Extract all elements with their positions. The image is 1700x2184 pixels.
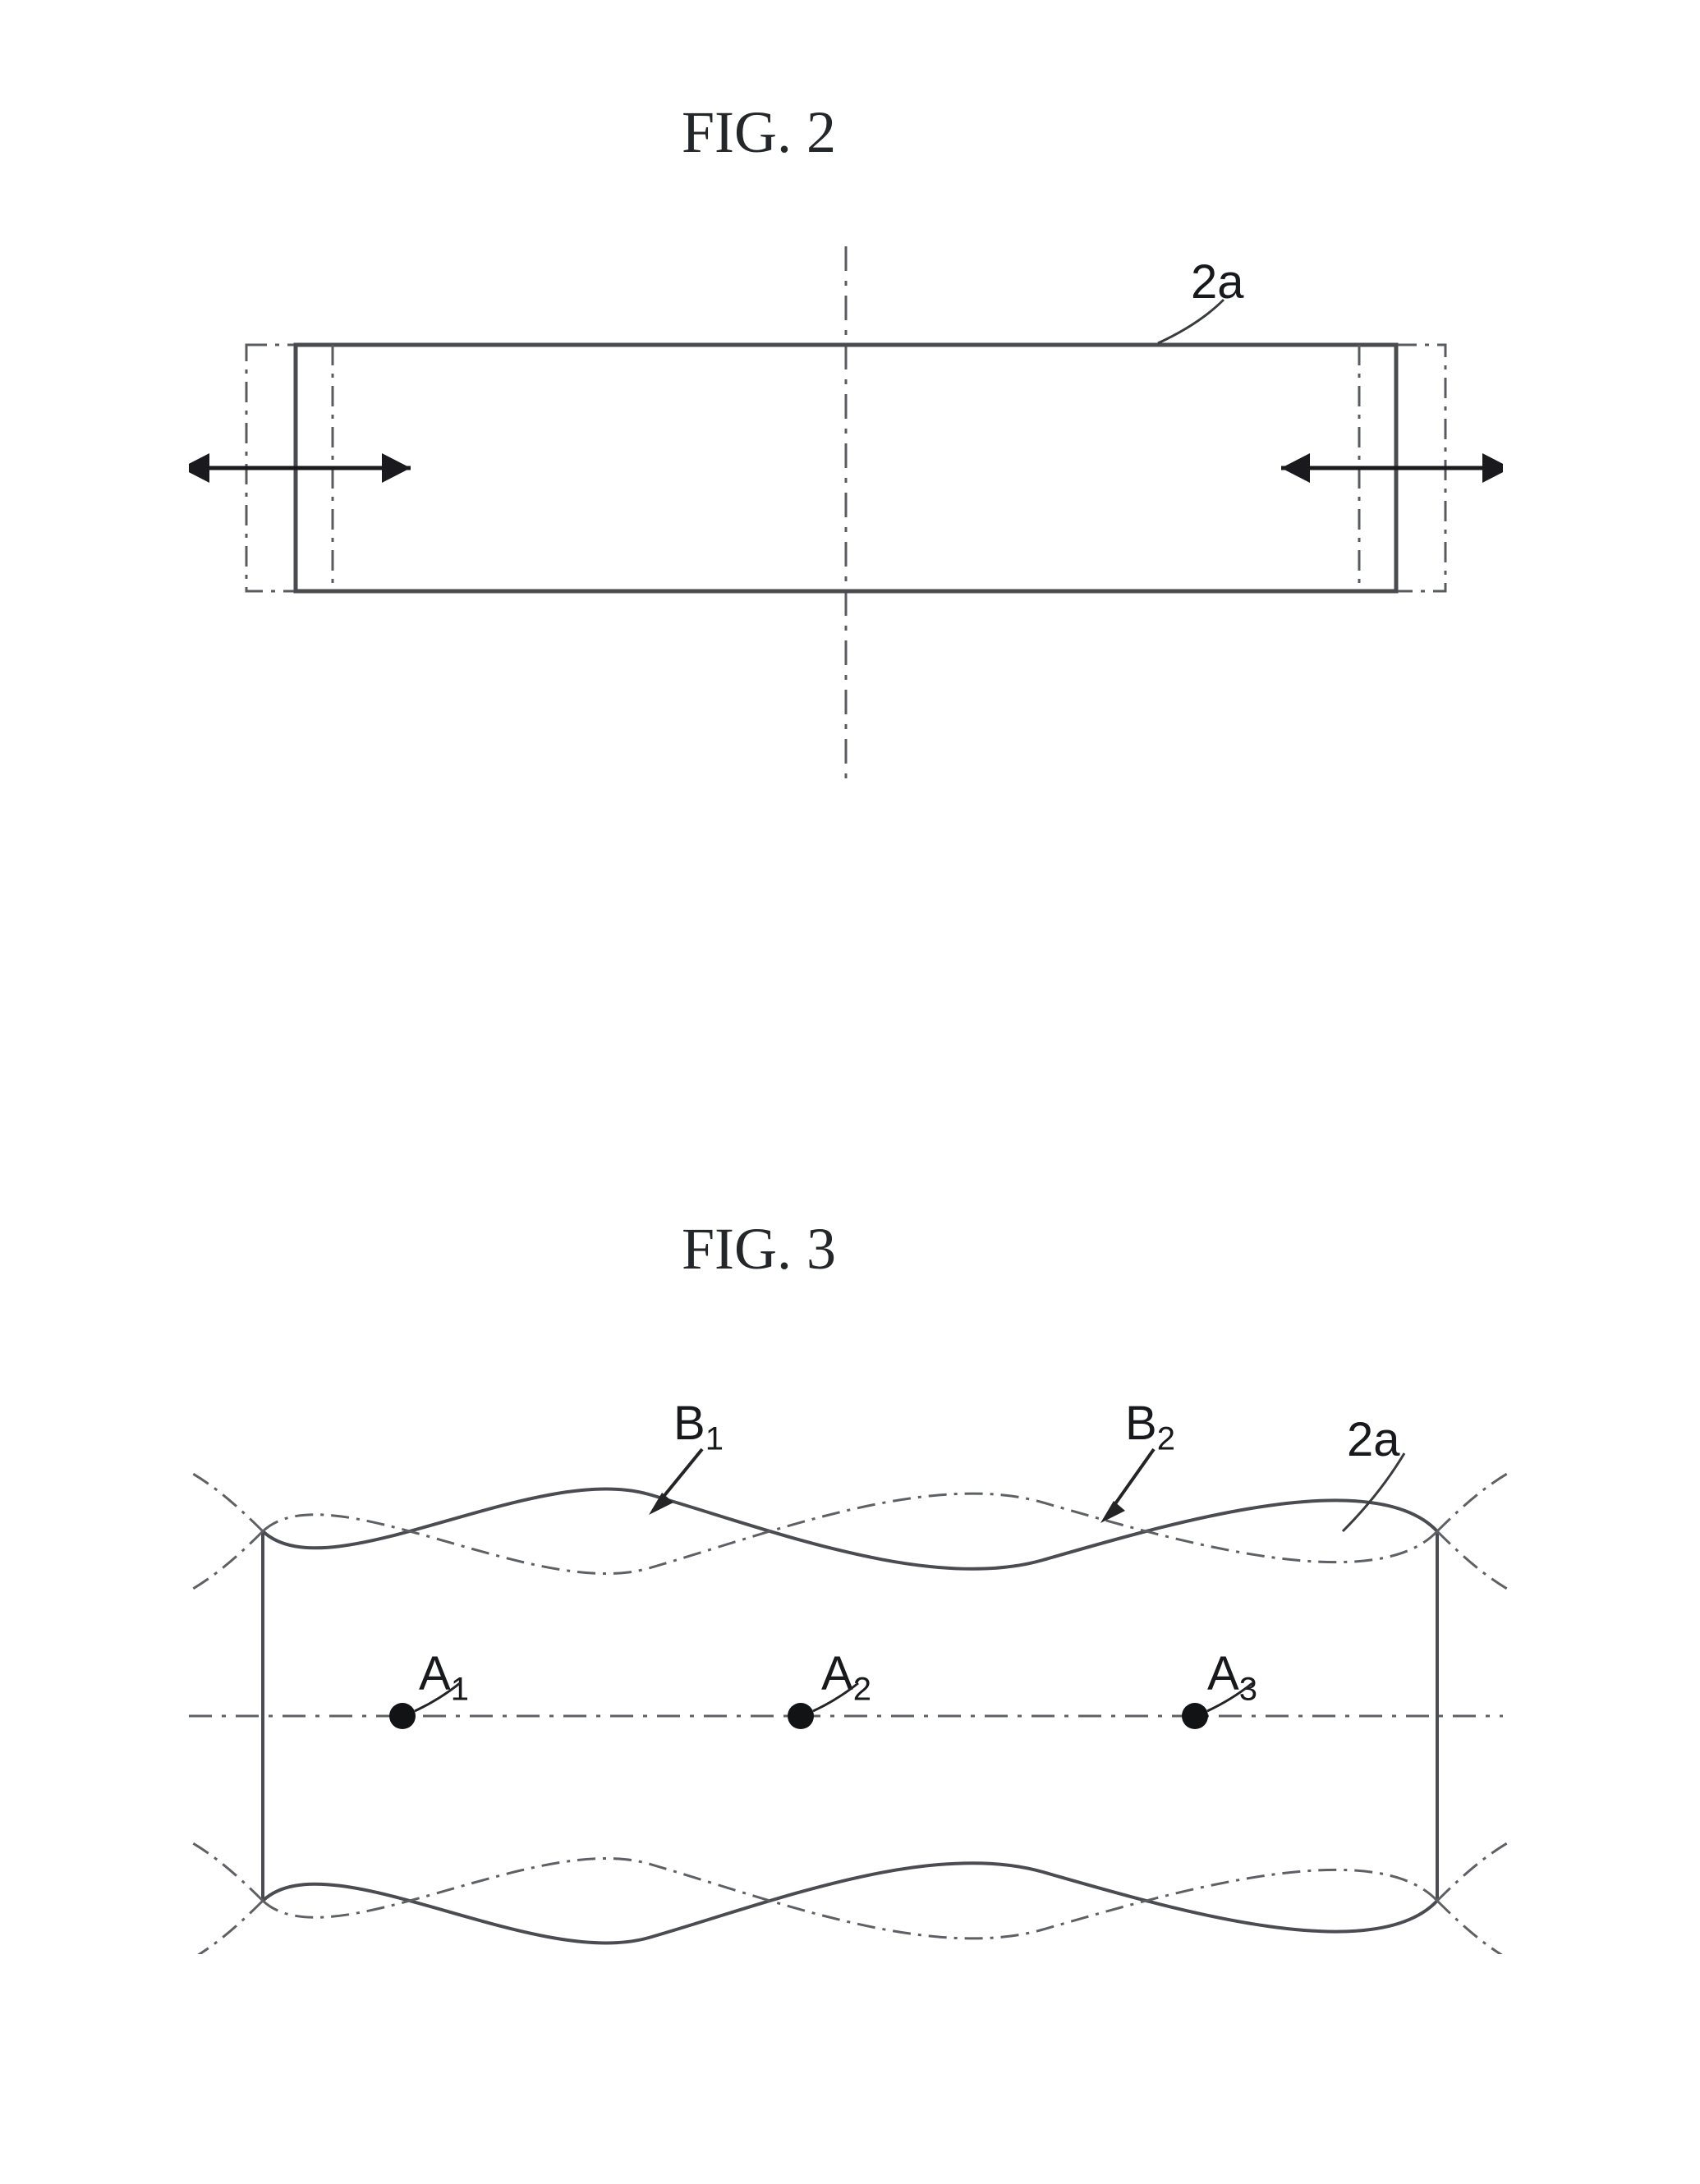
fig3-leader-a2 <box>813 1683 858 1711</box>
fig3-point-a2 <box>788 1703 814 1729</box>
fig3-diagram <box>189 1379 1585 1954</box>
fig3-point-a3 <box>1182 1703 1208 1729</box>
fig3-left-flare <box>193 1474 263 1954</box>
fig3-leader-a1 <box>415 1683 460 1711</box>
fig2-diagram <box>189 246 1503 837</box>
fig3-point-a1 <box>389 1703 416 1729</box>
fig3-title: FIG. 3 <box>682 1215 836 1283</box>
fig3-leader-b1 <box>649 1449 702 1515</box>
fig2-title: FIG. 2 <box>682 99 836 167</box>
fig2-arrow-right <box>1281 453 1503 483</box>
fig3-leader-a3 <box>1207 1683 1252 1711</box>
fig2-arrow-left <box>189 453 411 483</box>
fig3-leader-2a <box>1343 1453 1404 1531</box>
fig2-leader-2a <box>1158 300 1224 343</box>
fig3-leader-b2 <box>1100 1449 1154 1523</box>
fig3-right-flare <box>1437 1474 1507 1954</box>
